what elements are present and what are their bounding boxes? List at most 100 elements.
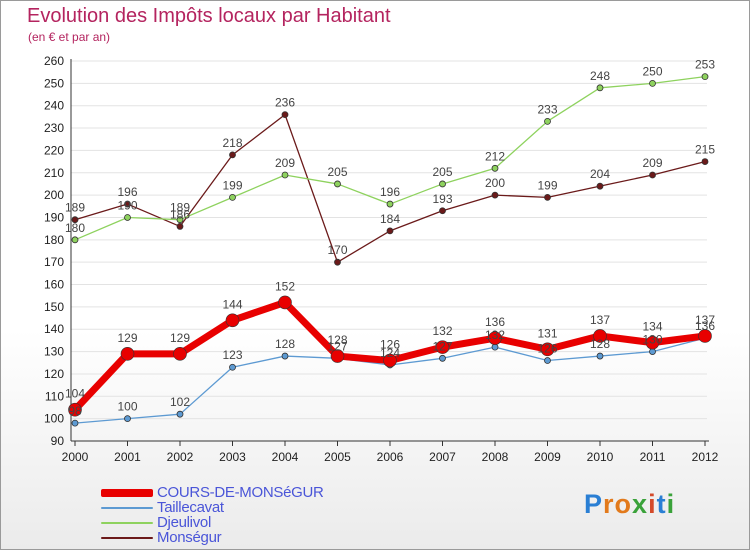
data-label-cours-de-mons-gur: 134 — [642, 320, 662, 334]
data-label-cours-de-mons-gur: 132 — [432, 324, 452, 338]
logo-letter: o — [614, 489, 633, 519]
data-label-djeulivol: 196 — [380, 185, 400, 199]
x-tick-label-2006: 2006 — [377, 450, 404, 464]
data-label-cours-de-mons-gur: 144 — [222, 297, 242, 311]
data-point-taillecavat — [124, 415, 131, 423]
data-point-mons-gur — [229, 151, 236, 159]
data-point-cours-de-mons-gur — [120, 347, 135, 361]
legend-label: Monségur — [157, 529, 222, 546]
data-point-cours-de-mons-gur — [330, 349, 345, 363]
legend-swatch — [101, 522, 153, 524]
y-tick-label: 120 — [44, 367, 64, 381]
data-point-cours-de-mons-gur — [645, 335, 660, 350]
legend-label: Taillecavat — [157, 499, 224, 516]
data-point-djeulivol — [491, 164, 499, 172]
data-label-djeulivol: 209 — [275, 156, 295, 170]
data-label-taillecavat: 124 — [380, 346, 400, 360]
data-label-taillecavat: 128 — [275, 337, 295, 351]
data-point-taillecavat — [596, 352, 604, 360]
x-tick-label-2009: 2009 — [534, 450, 561, 464]
x-tick-label-2001: 2001 — [114, 450, 141, 464]
grid-lines — [71, 60, 707, 442]
data-label-cours-de-mons-gur: 131 — [537, 326, 557, 340]
data-point-mons-gur — [386, 227, 394, 235]
data-point-taillecavat — [71, 419, 79, 427]
data-point-djeulivol — [439, 180, 446, 188]
data-point-taillecavat — [491, 343, 499, 351]
x-tick-label-2012: 2012 — [692, 450, 719, 464]
data-point-djeulivol — [176, 216, 184, 224]
y-tick-label: 130 — [44, 345, 64, 359]
y-tick-label: 140 — [44, 322, 64, 336]
data-label-cours-de-mons-gur: 126 — [380, 338, 400, 352]
data-point-cours-de-mons-gur — [435, 340, 450, 354]
data-point-cours-de-mons-gur — [540, 342, 555, 357]
data-point-cours-de-mons-gur — [593, 329, 607, 343]
data-point-taillecavat — [229, 363, 236, 371]
data-label-djeulivol: 190 — [117, 198, 137, 212]
data-point-mons-gur — [281, 111, 289, 119]
data-point-cours-de-mons-gur — [173, 347, 187, 361]
y-tick-label: 210 — [44, 166, 64, 180]
logo-letter: P — [584, 489, 604, 519]
y-tick-label: 160 — [44, 278, 64, 292]
y-tick-label: 250 — [44, 76, 64, 90]
data-point-cours-de-mons-gur — [225, 313, 240, 328]
data-label-djeulivol: 205 — [327, 165, 347, 179]
data-label-cours-de-mons-gur: 128 — [327, 333, 347, 347]
data-label-djeulivol: 250 — [642, 64, 662, 78]
data-label-cours-de-mons-gur: 136 — [485, 315, 505, 329]
data-point-cours-de-mons-gur — [278, 295, 292, 310]
data-label-cours-de-mons-gur: 104 — [65, 387, 85, 401]
data-point-cours-de-mons-gur — [383, 353, 397, 368]
data-point-taillecavat — [544, 357, 551, 364]
data-point-mons-gur — [544, 193, 551, 201]
data-label-cours-de-mons-gur: 137 — [590, 313, 610, 327]
data-point-djeulivol — [386, 200, 394, 208]
data-point-djeulivol — [701, 73, 709, 81]
data-point-taillecavat — [281, 352, 289, 360]
data-point-cours-de-mons-gur — [488, 331, 502, 345]
data-label-mons-gur: 209 — [642, 156, 662, 170]
data-point-mons-gur — [124, 200, 131, 208]
logo-letter: i — [666, 489, 676, 519]
data-label-djeulivol: 180 — [65, 221, 85, 235]
data-label-taillecavat: 102 — [170, 395, 190, 409]
data-label-djeulivol: 199 — [222, 178, 242, 192]
data-label-taillecavat: 100 — [117, 400, 137, 414]
x-tick-label-2011: 2011 — [640, 450, 666, 464]
data-label-mons-gur: 170 — [327, 243, 347, 257]
data-label-taillecavat: 127 — [327, 339, 347, 353]
data-label-mons-gur: 204 — [590, 167, 610, 181]
data-label-mons-gur: 193 — [432, 192, 452, 206]
data-point-mons-gur — [71, 216, 79, 224]
y-tick-label: 200 — [44, 188, 64, 202]
data-label-cours-de-mons-gur: 152 — [275, 279, 295, 293]
x-tick-label-2002: 2002 — [167, 450, 194, 464]
data-point-taillecavat — [176, 410, 184, 418]
data-label-mons-gur: 189 — [65, 201, 85, 215]
data-point-djeulivol — [71, 236, 79, 244]
logo-letter: i — [648, 489, 657, 519]
data-label-taillecavat: 136 — [695, 319, 715, 333]
data-label-djeulivol: 212 — [485, 149, 505, 163]
data-point-mons-gur — [596, 182, 604, 190]
data-label-mons-gur: 236 — [275, 96, 295, 110]
y-tick-label: 110 — [45, 389, 64, 403]
data-label-mons-gur: 186 — [170, 207, 190, 221]
data-label-djeulivol: 189 — [170, 201, 190, 215]
data-labels: 189 196 186 218 236 170 184 193 200 199 204 209 215 1… — [65, 58, 715, 418]
data-label-cours-de-mons-gur: 129 — [170, 331, 190, 345]
data-label-mons-gur: 196 — [117, 185, 137, 199]
data-point-mons-gur — [439, 207, 446, 215]
data-point-mons-gur — [649, 171, 656, 179]
data-point-taillecavat — [649, 348, 656, 355]
data-point-taillecavat — [439, 354, 446, 362]
y-tick-label: 240 — [44, 99, 64, 113]
data-label-mons-gur: 200 — [485, 176, 505, 190]
legend-swatch — [101, 489, 153, 497]
data-label-mons-gur: 199 — [537, 178, 557, 192]
data-point-mons-gur — [334, 258, 341, 266]
